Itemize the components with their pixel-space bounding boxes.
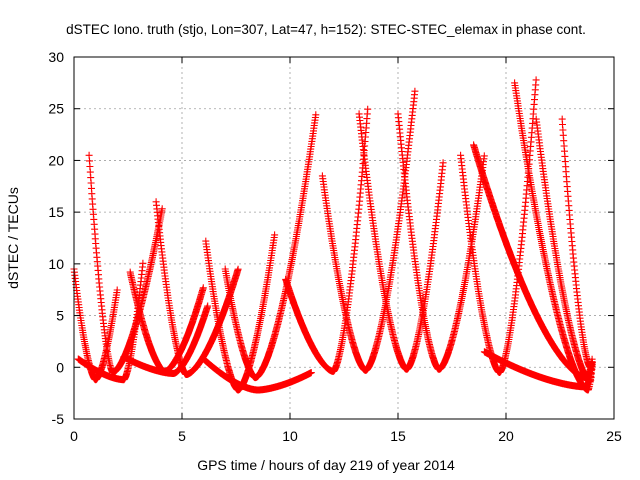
satellite-arc-5 (120, 302, 212, 377)
y-tick-label: -5 (52, 411, 65, 427)
satellite-arc-7 (221, 111, 320, 382)
satellite-arc-11 (394, 110, 488, 373)
plus-markers (318, 87, 419, 374)
plus-markers (394, 110, 488, 373)
x-tick-label: 25 (606, 428, 622, 444)
plus-markers (74, 259, 147, 384)
satellite-arc-6 (202, 231, 279, 394)
plus-markers (202, 231, 279, 394)
plot-frame (73, 56, 615, 420)
x-tick-label: 20 (498, 428, 514, 444)
plus-markers (480, 348, 596, 391)
plus-markers (457, 76, 540, 376)
data-points (70, 76, 596, 394)
plus-markers (200, 355, 315, 394)
y-tick-label: 5 (56, 308, 64, 324)
y-axis-label: dSTEC / TECUs (5, 187, 21, 289)
plus-markers (470, 141, 596, 382)
y-tick-label: 20 (48, 152, 64, 168)
baseline-arc-0 (200, 355, 315, 394)
satellite-arc-9 (318, 87, 419, 374)
baseline-arc-1 (480, 348, 596, 391)
plus-markers (120, 302, 212, 377)
satellite-arc-10 (355, 110, 447, 373)
y-tick-label: 30 (48, 49, 64, 65)
y-tick-label: 25 (48, 101, 64, 117)
plus-markers (221, 111, 320, 382)
y-tick-label: 15 (48, 204, 64, 220)
satellite-arc-16 (470, 141, 596, 382)
plus-markers (282, 105, 372, 375)
x-tick-label: 15 (390, 428, 406, 444)
x-tick-label: 5 (178, 428, 186, 444)
y-tick-label: 0 (56, 359, 64, 375)
x-tick-label: 10 (282, 428, 298, 444)
satellite-arc-8 (282, 105, 372, 375)
chart-title: dSTEC Iono. truth (stjo, Lon=307, Lat=47… (66, 22, 586, 37)
satellite-arc-12 (457, 76, 540, 376)
satellite-arc-15 (558, 115, 596, 371)
y-tick-label: 10 (48, 256, 64, 272)
x-tick-label: 0 (70, 428, 78, 444)
plus-markers (558, 115, 596, 371)
satellite-arc-2 (74, 259, 147, 384)
x-axis-label: GPS time / hours of day 219 of year 2014 (197, 457, 455, 473)
axis-ticks: 0 5 10 15 20 25 -5 0 5 10 15 20 25 30 (48, 49, 622, 444)
plus-markers (355, 110, 447, 373)
